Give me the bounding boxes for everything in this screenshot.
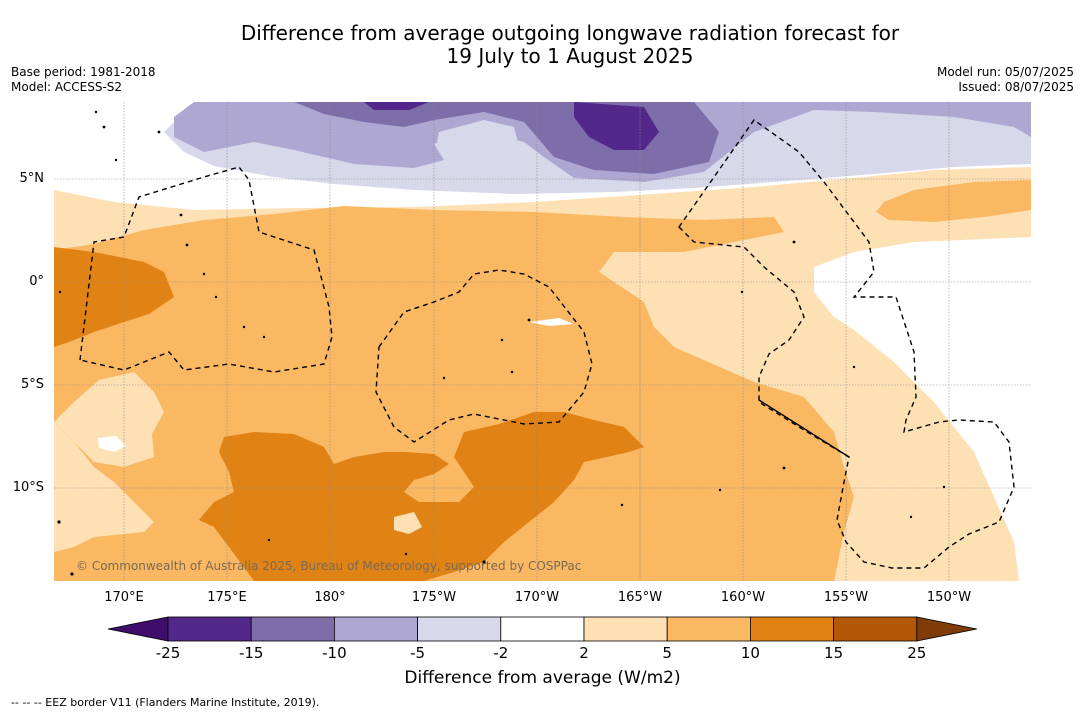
- island: [909, 515, 913, 519]
- band-neutral-east: [814, 237, 1031, 581]
- colorbar-tick: -5: [410, 644, 426, 662]
- title-line-1: Difference from average outgoing longwav…: [240, 21, 900, 45]
- colorbar-tick: 2: [579, 644, 589, 662]
- island: [718, 488, 722, 492]
- lat-label-5n: 5°N: [19, 171, 45, 186]
- colorbar-segment: [250, 616, 335, 642]
- anomaly-map: [54, 102, 1031, 581]
- colorbar-arrow-high: [916, 616, 977, 642]
- eez-border-2: [375, 269, 593, 443]
- band-neutral-patch: [436, 120, 519, 162]
- lon-label-165w: 165°W: [617, 590, 663, 605]
- colorbar-segment: [500, 616, 585, 642]
- colorbar-tick: 5: [662, 644, 672, 662]
- island: [620, 503, 624, 507]
- lon-label-150w: 150°W: [926, 590, 972, 605]
- island: [262, 335, 266, 339]
- island: [500, 338, 504, 342]
- island: [942, 485, 946, 489]
- island: [157, 130, 161, 134]
- band-minus15-minus25: [364, 102, 659, 150]
- base-period: Base period: 1981-2018: [11, 65, 156, 79]
- eez-border-3: [678, 119, 1015, 569]
- lon-label-155w: 155°W: [823, 590, 869, 605]
- island: [57, 520, 61, 524]
- island: [782, 466, 786, 470]
- colorbar-segment: [417, 616, 502, 642]
- lat-label-10s: 10°S: [12, 480, 44, 495]
- island: [510, 370, 514, 374]
- lon-label-175e: 175°E: [207, 590, 247, 605]
- meta-right: Model run: 05/07/2025 Issued: 08/07/2025: [937, 65, 1074, 95]
- title-line-2: 19 July to 1 August 2025: [446, 44, 694, 68]
- lon-label-170e: 170°E: [104, 590, 144, 605]
- island: [267, 538, 271, 542]
- island: [58, 290, 62, 294]
- colorbar-segment: [750, 616, 835, 642]
- colorbar-segment: [833, 616, 918, 642]
- colorbar-tick: 25: [907, 644, 927, 662]
- lat-label-5s: 5°S: [20, 377, 44, 392]
- colorbar-segment: [666, 616, 751, 642]
- eez-borders: [79, 119, 1015, 569]
- island: [792, 240, 796, 244]
- island: [70, 572, 74, 576]
- island: [102, 125, 106, 129]
- band-5-10-northeast: [876, 180, 1031, 222]
- coastline-segment: [758, 399, 850, 458]
- island: [242, 325, 246, 329]
- island: [740, 290, 744, 294]
- lon-label-175w: 175°W: [411, 590, 457, 605]
- band-neutral-slit: [529, 318, 574, 326]
- map-area: [54, 102, 1031, 581]
- island: [202, 272, 206, 276]
- colorbar-tick: -15: [238, 644, 264, 662]
- island: [114, 158, 118, 162]
- copyright-note: © Commonwealth of Australia 2025, Bureau…: [76, 559, 582, 573]
- colorbar-arrow-low: [107, 616, 169, 642]
- islands: [57, 110, 946, 576]
- issued-date: Issued: 08/07/2025: [958, 80, 1074, 94]
- colorbar-segment: [583, 616, 668, 642]
- island: [214, 295, 218, 299]
- band-neutral-west-patch: [98, 436, 126, 452]
- colorbar-tick: -2: [493, 644, 509, 662]
- lon-label-170w: 170°W: [514, 590, 560, 605]
- lon-label-160w: 160°W: [720, 590, 766, 605]
- island: [852, 365, 856, 369]
- meta-left: Base period: 1981-2018 Model: ACCESS-S2: [11, 65, 156, 95]
- island: [404, 552, 408, 556]
- colorbar-tick: -25: [155, 644, 181, 662]
- graticule: [54, 102, 1031, 581]
- lat-label-0: 0°: [29, 274, 44, 289]
- eez-legend-note: -- -- -- EEZ border V11 (Flanders Marine…: [11, 696, 320, 709]
- band-2-5-south-patch: [394, 512, 422, 534]
- island: [179, 213, 183, 217]
- lon-label-180: 180°: [314, 590, 346, 605]
- chart-title: Difference from average outgoing longwav…: [0, 22, 1085, 68]
- colorbar: [107, 616, 977, 642]
- colorbar-tick: 15: [824, 644, 844, 662]
- colorbar-segment: [167, 616, 252, 642]
- colorbar-tick: 10: [740, 644, 760, 662]
- model-name: Model: ACCESS-S2: [11, 80, 123, 94]
- island: [442, 376, 446, 380]
- band-10-15-south: [199, 412, 644, 581]
- island: [94, 110, 98, 114]
- eez-border-1: [79, 166, 333, 373]
- colorbar-tick: -10: [322, 644, 347, 662]
- band-2-5-west-patch: [54, 372, 164, 467]
- colorbar-segment: [333, 616, 418, 642]
- island: [185, 243, 189, 247]
- island: [527, 318, 531, 322]
- colorbar-segments: [107, 616, 977, 642]
- island: [482, 560, 486, 564]
- model-run: Model run: 05/07/2025: [936, 65, 1074, 79]
- colorbar-title: Difference from average (W/m2): [404, 668, 681, 688]
